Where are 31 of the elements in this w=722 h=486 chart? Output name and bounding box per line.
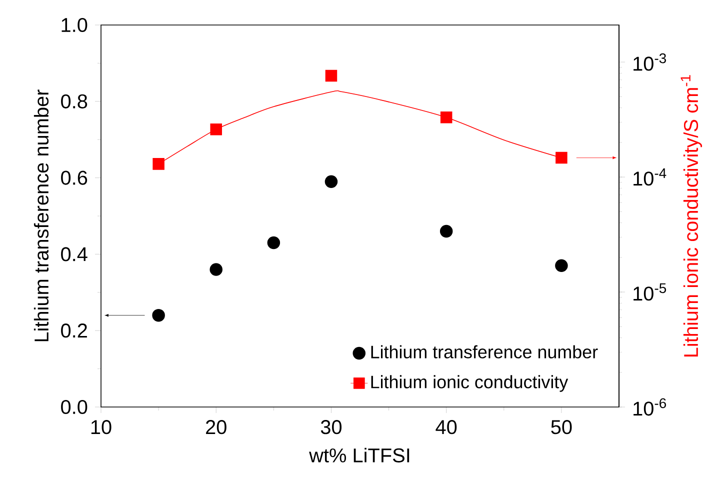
x-tick-label: 20 (206, 420, 226, 434)
point (210, 123, 222, 136)
y-tick-label: 0.0 (61, 400, 88, 414)
point (555, 259, 568, 272)
y-tick-label: 0.4 (61, 247, 88, 262)
x-tick-label: 50 (551, 420, 572, 434)
point (267, 236, 280, 250)
point (210, 263, 222, 276)
y2-tick-label: 10$^{-4}$ (634, 168, 666, 186)
point (440, 112, 452, 124)
point (440, 224, 453, 238)
y2-tick-label: 10$^{-5}$ (634, 283, 666, 301)
y-tick-label: 0.2 (61, 324, 87, 338)
x-axis-title: wt% LiTFSI (309, 448, 410, 462)
x-tick-label: 30 (320, 420, 342, 434)
point (324, 175, 338, 188)
legend-label: Lithium ionic conductivity (371, 375, 568, 392)
point (325, 70, 338, 82)
x-tick-label: 10 (91, 420, 112, 434)
y2-axis-title: Lithium ionic conductivity/S cm$^{-1}$ (680, 75, 702, 356)
y-axis-title: Lithium transference number (34, 90, 49, 342)
y-tick-label: 0.6 (61, 170, 88, 185)
point (556, 152, 568, 164)
y2-tick-label: 10$^{-6}$ (634, 398, 666, 416)
legend-label: Lithium transference number (371, 345, 598, 358)
y2-tick-label: 10$^{-3}$ (634, 53, 666, 71)
point (152, 308, 165, 322)
x-tick-label: 40 (436, 420, 457, 434)
y-tick-label: 0.8 (61, 94, 88, 108)
y-tick-label: 1.0 (62, 18, 88, 32)
point (152, 158, 164, 170)
